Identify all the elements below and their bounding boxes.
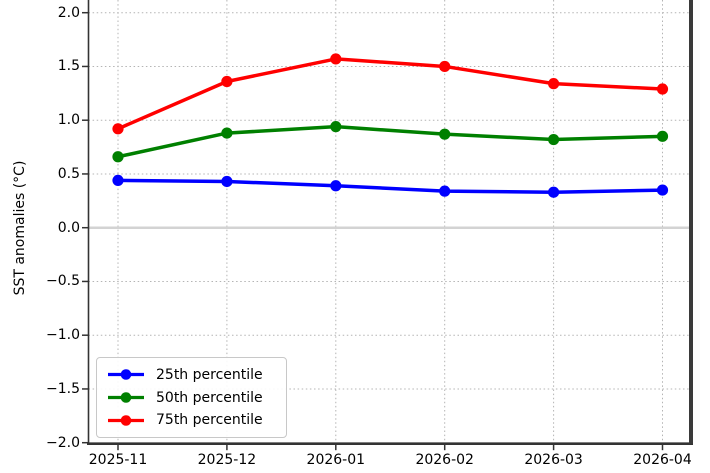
y-tick-label: −1.0	[46, 327, 80, 344]
legend-line-marker-icon	[108, 392, 144, 403]
legend-item-label: 25th percentile	[156, 366, 263, 383]
x-tick-label: 2025-12	[197, 452, 257, 468]
y-tick-label: 1.5	[57, 58, 80, 75]
legend: 25th percentile 50th percentile 75th per…	[96, 357, 287, 438]
legend-item: 50th percentile	[106, 390, 286, 406]
x-tick-label: 2026-03	[524, 452, 583, 468]
legend-item: 25th percentile	[106, 367, 286, 383]
y-tick-label: −1.5	[46, 380, 80, 397]
legend-item: 75th percentile	[106, 412, 286, 428]
x-tick-label: 2026-01	[306, 452, 366, 468]
y-tick-label: 0.0	[57, 219, 80, 236]
y-tick-label: −2.0	[46, 434, 80, 451]
x-tick-label: 2026-02	[415, 452, 474, 468]
y-tick-label: −0.5	[46, 273, 80, 290]
legend-item-label: 50th percentile	[156, 389, 263, 406]
y-tick-label: 2.0	[57, 4, 80, 21]
y-tick-label: 1.0	[57, 112, 80, 129]
x-tick-label: 2026-04	[633, 452, 692, 468]
legend-item-label: 75th percentile	[156, 412, 263, 429]
legend-line-marker-icon	[108, 369, 144, 381]
legend-line-marker-icon	[108, 414, 144, 426]
x-tick-label: 2025-11	[88, 452, 148, 468]
y-tick-label: 0.5	[57, 165, 80, 182]
